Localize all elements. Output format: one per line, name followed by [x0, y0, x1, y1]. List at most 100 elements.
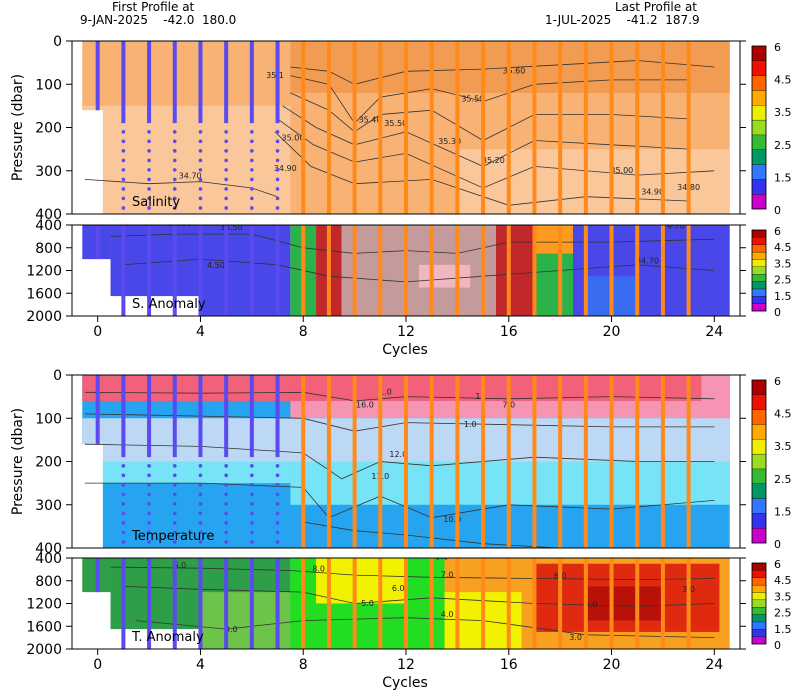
colorbar-cell	[751, 164, 767, 180]
colorbar-cell	[751, 614, 767, 623]
colorbar-cell	[751, 409, 767, 425]
colorbar-cell	[751, 194, 767, 210]
profile-point	[172, 158, 177, 163]
x-tick-label: 16	[500, 324, 518, 340]
x-tick-label: 4	[196, 657, 205, 673]
profile-point	[198, 464, 203, 468]
y-axis-label: Pressure (dbar)	[10, 408, 26, 515]
profile-point	[147, 521, 151, 525]
temperature-field: 16.012.011.010.01.07.01.012	[72, 375, 730, 548]
profile-point	[224, 473, 228, 478]
colorbar-cell	[751, 453, 767, 470]
color-band	[316, 558, 406, 604]
profile-point	[275, 483, 280, 487]
x-tick-label: 8	[299, 324, 308, 340]
x-tick-label: 12	[397, 657, 415, 673]
colorbar-cell	[751, 513, 767, 529]
colorbar-label: 6	[774, 225, 781, 238]
contour-label: 7.0	[441, 570, 454, 579]
profile-point	[198, 206, 203, 210]
colorbar-label: 3.5	[774, 590, 792, 603]
profile-point	[224, 158, 228, 163]
x-tick-label: 8	[299, 657, 308, 673]
contour-line	[123, 586, 715, 607]
y-tick-label: 300	[35, 164, 62, 180]
contour-label: 35.00	[282, 133, 305, 142]
y-tick-label: 800	[35, 574, 62, 590]
profile-point	[224, 139, 228, 144]
y-tick-label: 2000	[26, 642, 62, 658]
colorbar-label: 2.5	[774, 607, 792, 620]
x-tick-label: 16	[500, 657, 518, 673]
profile-point	[172, 521, 177, 525]
x-tick-label: 20	[603, 657, 621, 673]
profile-point	[250, 196, 254, 201]
profile-point	[275, 473, 280, 478]
contour-label: 35.50	[461, 95, 484, 104]
panel-title: T. Anomaly	[131, 630, 204, 645]
profile-point	[224, 521, 228, 525]
contour-label: 35.20	[482, 156, 505, 165]
colorbar-cell	[751, 621, 767, 630]
profile-point	[275, 206, 280, 210]
profile-point	[172, 473, 177, 478]
profile-point	[198, 130, 203, 134]
color-band	[495, 225, 535, 316]
panel-title: Salinity	[132, 195, 180, 210]
profile-point	[147, 483, 151, 487]
profile-point	[275, 521, 280, 525]
contour-label: 34.70	[636, 257, 659, 266]
contour-label: 34.90	[274, 164, 297, 173]
colorbar-label: 3.5	[774, 106, 792, 119]
colorbar-label: 0	[774, 639, 781, 652]
profile-point	[172, 492, 177, 497]
x-tick-label: 12	[397, 324, 415, 340]
profile-point	[172, 511, 177, 516]
profile-point	[121, 530, 126, 535]
contour-label: 1.0	[379, 387, 392, 396]
profile-point	[198, 196, 203, 201]
profile-point	[275, 149, 280, 153]
x-tick-label: 0	[93, 324, 102, 340]
color-band	[418, 264, 471, 288]
profile-point	[250, 521, 254, 525]
colorbar-frame	[751, 45, 767, 210]
colorbar-cell	[751, 629, 767, 637]
profile-point	[121, 483, 126, 487]
colorbar-frame	[751, 229, 767, 312]
profile-point	[147, 187, 151, 191]
colorbar-cell	[751, 75, 767, 91]
profile-point	[275, 187, 280, 191]
colorbar-cell	[751, 251, 767, 260]
contour-label: 12.0	[389, 450, 407, 459]
profile-point	[275, 139, 280, 144]
contour-line	[84, 179, 278, 198]
profile-point	[121, 464, 126, 468]
colorbar-cell	[751, 577, 767, 586]
profile-point	[198, 187, 203, 191]
colorbar-label: 1.5	[774, 171, 792, 184]
profile-point	[172, 483, 177, 487]
profile-point	[250, 158, 254, 163]
colorbar-label: 3.5	[774, 440, 792, 453]
profile-point	[198, 177, 203, 182]
colorbar-cell	[751, 424, 767, 440]
profile-point	[147, 530, 151, 535]
profile-point	[198, 158, 203, 163]
profile-point	[198, 139, 203, 144]
contour-label: 16.0	[356, 400, 374, 409]
colorbar-label: 3.5	[774, 257, 792, 270]
y-tick-label: 400	[35, 551, 62, 567]
colorbar-label: 0	[774, 306, 781, 319]
colorbar-label: 2.5	[774, 473, 792, 486]
salinity-anomaly-field: 4.50 34.50 33.80 4.70 34.70	[72, 225, 730, 316]
x-tick-label: 0	[93, 657, 102, 673]
colorbar-cell	[751, 570, 767, 578]
profile-point	[147, 206, 151, 210]
profile-point	[172, 139, 177, 144]
color-band	[82, 105, 291, 214]
profile-point	[198, 502, 203, 506]
contour-label: 10.0	[443, 515, 461, 524]
contour-label: 35.60	[502, 66, 525, 75]
colorbar-label: 6	[774, 41, 781, 54]
